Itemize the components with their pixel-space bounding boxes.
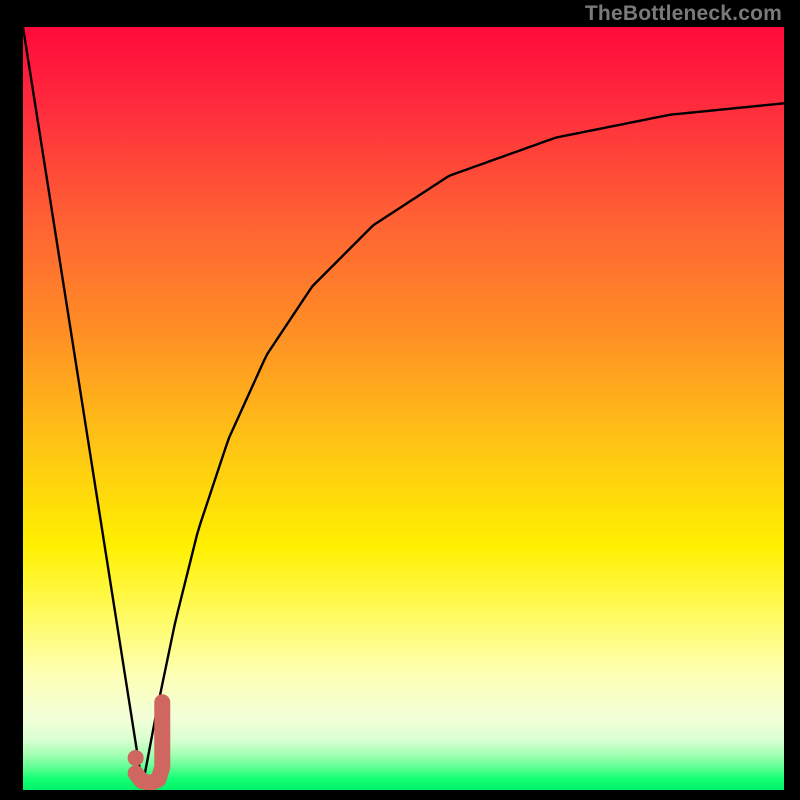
- right-curve: [142, 103, 784, 786]
- marker-dot: [128, 750, 144, 766]
- watermark-text: TheBottleneck.com: [585, 2, 782, 26]
- marker-hook: [136, 702, 163, 783]
- chart-frame: TheBottleneck.com: [0, 0, 800, 800]
- curve-layer: [23, 27, 784, 790]
- plot-area: [23, 27, 784, 790]
- left-line: [23, 27, 142, 786]
